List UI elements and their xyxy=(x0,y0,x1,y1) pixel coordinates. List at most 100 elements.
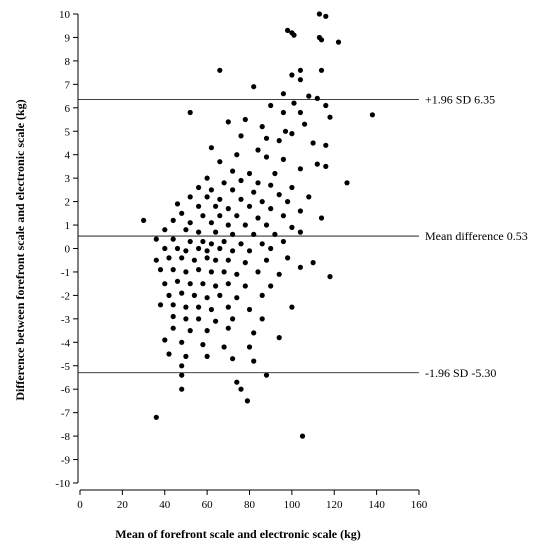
data-point xyxy=(174,201,181,207)
data-point xyxy=(213,203,219,209)
data-point xyxy=(268,182,274,188)
data-point xyxy=(323,102,329,109)
data-point xyxy=(221,269,227,275)
data-point xyxy=(297,166,303,172)
data-point xyxy=(230,187,236,193)
data-point xyxy=(306,194,312,200)
y-tick-label: 10 xyxy=(59,9,71,21)
data-point xyxy=(263,154,270,160)
data-point xyxy=(244,398,250,404)
y-tick-label: -3 xyxy=(61,314,71,326)
data-point xyxy=(170,302,176,308)
data-point xyxy=(297,67,303,73)
data-point xyxy=(268,245,274,252)
data-point xyxy=(225,222,231,228)
data-point xyxy=(230,356,236,362)
data-point xyxy=(251,231,257,237)
data-point xyxy=(318,67,325,73)
data-point xyxy=(234,295,240,301)
y-tick-label: 1 xyxy=(65,220,71,232)
data-point xyxy=(217,67,223,73)
y-tick-label: 5 xyxy=(65,126,71,138)
data-point xyxy=(204,295,210,301)
y-tick-label: 3 xyxy=(65,173,71,185)
data-point xyxy=(289,224,295,230)
x-tick-label: 100 xyxy=(284,499,301,511)
data-point xyxy=(280,109,286,116)
data-point xyxy=(314,95,320,101)
y-tick-label: 7 xyxy=(65,79,71,91)
data-point xyxy=(263,372,270,378)
data-point xyxy=(242,116,248,123)
data-point xyxy=(255,147,261,153)
x-tick-label: 60 xyxy=(202,499,214,511)
y-tick-label: 0 xyxy=(65,244,71,256)
data-point xyxy=(246,344,253,350)
data-point xyxy=(225,206,231,212)
data-point xyxy=(153,414,159,420)
y-tick-label: -1 xyxy=(61,267,70,279)
data-point xyxy=(251,330,257,336)
data-point xyxy=(213,229,219,235)
data-point xyxy=(318,37,325,43)
data-point xyxy=(187,238,193,245)
data-point xyxy=(251,358,257,364)
data-point xyxy=(289,72,295,78)
data-point xyxy=(314,161,320,167)
data-point xyxy=(238,177,244,184)
data-point xyxy=(230,316,236,322)
data-point xyxy=(369,112,375,118)
data-point xyxy=(170,236,176,242)
data-point xyxy=(157,267,164,273)
y-tick-label: -8 xyxy=(61,431,71,443)
data-point xyxy=(272,231,278,237)
data-point xyxy=(230,248,236,254)
reference-lines: +1.96 SD 6.35 Mean difference 0.53 -1.96 S… xyxy=(78,93,528,380)
data-point xyxy=(306,93,312,99)
data-point xyxy=(316,11,322,17)
data-point xyxy=(225,119,231,125)
data-point xyxy=(196,203,202,209)
data-point xyxy=(187,328,193,334)
data-point xyxy=(196,304,202,310)
data-point xyxy=(251,189,257,195)
data-point xyxy=(153,257,159,263)
data-point xyxy=(276,335,282,341)
data-point xyxy=(242,222,248,228)
x-axis-title: Mean of forefront scale and electronic s… xyxy=(115,527,361,541)
x-tick-label: 120 xyxy=(326,499,343,511)
data-point xyxy=(259,124,265,130)
y-tick-label: 9 xyxy=(65,32,71,44)
data-point xyxy=(208,269,214,275)
data-point xyxy=(217,196,223,202)
data-point xyxy=(217,213,223,219)
data-point xyxy=(255,215,261,221)
data-point xyxy=(289,131,295,137)
data-point xyxy=(183,269,189,275)
data-point xyxy=(204,194,210,200)
data-point xyxy=(166,351,172,357)
data-point xyxy=(302,121,308,127)
data-point xyxy=(191,257,197,263)
data-point xyxy=(196,316,202,322)
data-point xyxy=(234,152,240,158)
data-point xyxy=(204,175,210,181)
data-point xyxy=(310,140,316,146)
data-point xyxy=(170,267,176,273)
data-point xyxy=(170,325,176,331)
data-point xyxy=(166,255,172,261)
reference-line-label: -1.96 SD -5.30 xyxy=(425,366,496,380)
y-tick-label: -4 xyxy=(61,337,71,349)
data-point xyxy=(242,283,248,289)
data-point xyxy=(141,217,147,223)
data-point xyxy=(204,353,210,359)
data-point xyxy=(327,114,333,120)
data-point xyxy=(183,248,189,254)
data-point xyxy=(162,337,168,343)
data-point xyxy=(323,13,329,19)
data-point xyxy=(170,313,176,320)
data-point xyxy=(297,109,303,116)
data-point xyxy=(179,363,185,369)
